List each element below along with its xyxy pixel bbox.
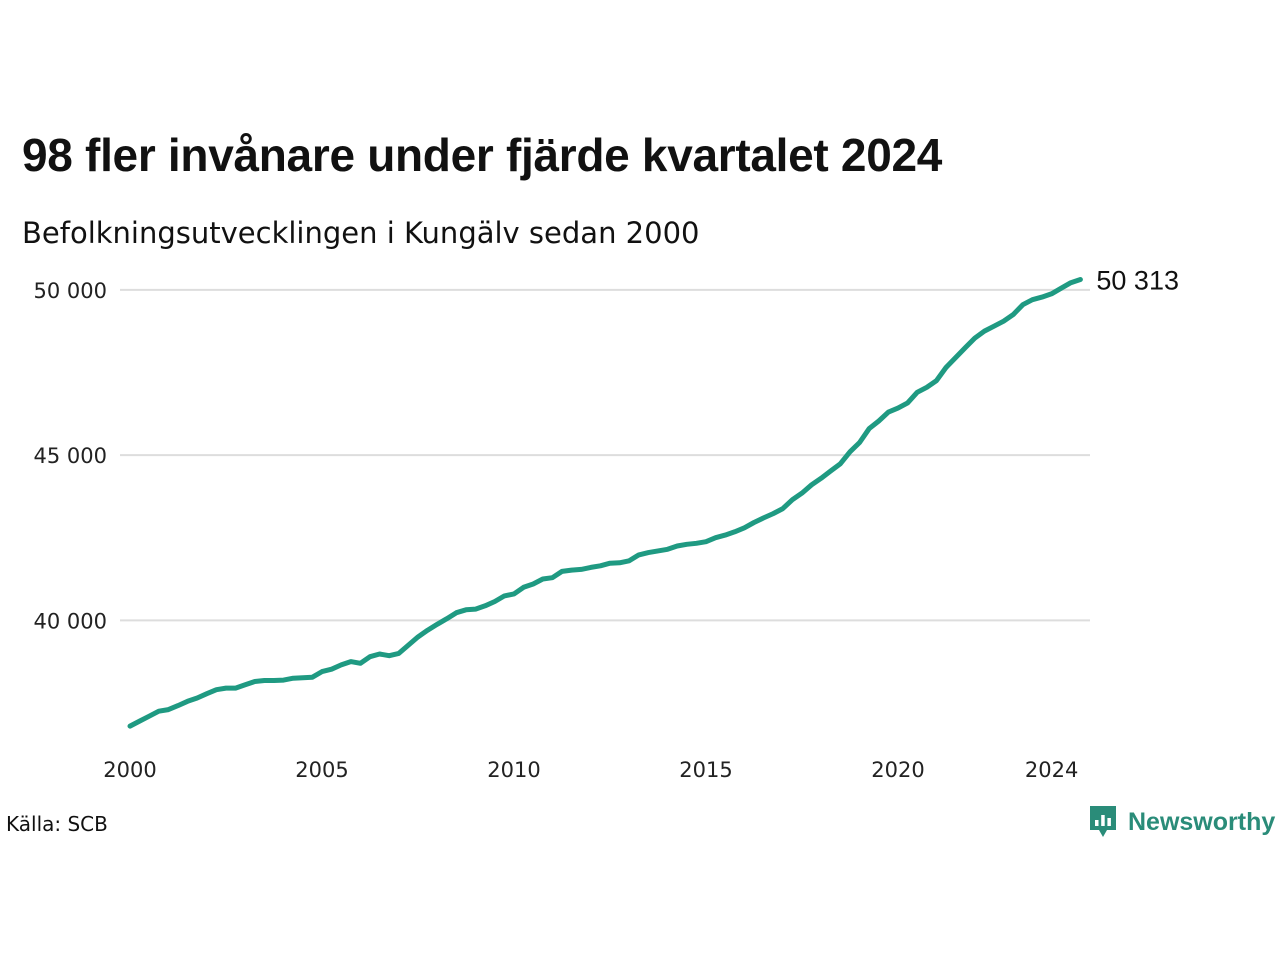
chart-title: 98 fler invånare under fjärde kvartalet …: [22, 129, 943, 181]
x-tick-label-4: 2020: [871, 758, 924, 782]
newsworthy-chart-icon: [1090, 806, 1116, 837]
end-value-label: 50 313: [1096, 265, 1179, 295]
y-tick-label-2: 50 000: [34, 279, 107, 303]
y-axis-ticks: 40 000 45 000 50 000: [34, 279, 107, 633]
x-tick-label-2: 2010: [487, 758, 540, 782]
x-axis-ticks: 2000 2005 2010 2015 2020 2024: [103, 758, 1078, 782]
y-tick-label-0: 40 000: [34, 609, 107, 633]
series-line-population: [127, 277, 1083, 729]
brand-name: Newsworthy: [1128, 807, 1276, 836]
y-tick-label-1: 45 000: [34, 444, 107, 468]
chart-subtitle: Befolkningsutvecklingen i Kungälv sedan …: [22, 216, 700, 250]
x-tick-label-5: 2024: [1025, 758, 1078, 782]
source-note: Källa: SCB: [6, 812, 108, 836]
x-tick-label-3: 2015: [679, 758, 732, 782]
x-tick-label-1: 2005: [295, 758, 348, 782]
grid-lines: [120, 288, 1090, 622]
x-tick-label-0: 2000: [103, 758, 156, 782]
brand-logo: Newsworthy: [1088, 804, 1275, 840]
